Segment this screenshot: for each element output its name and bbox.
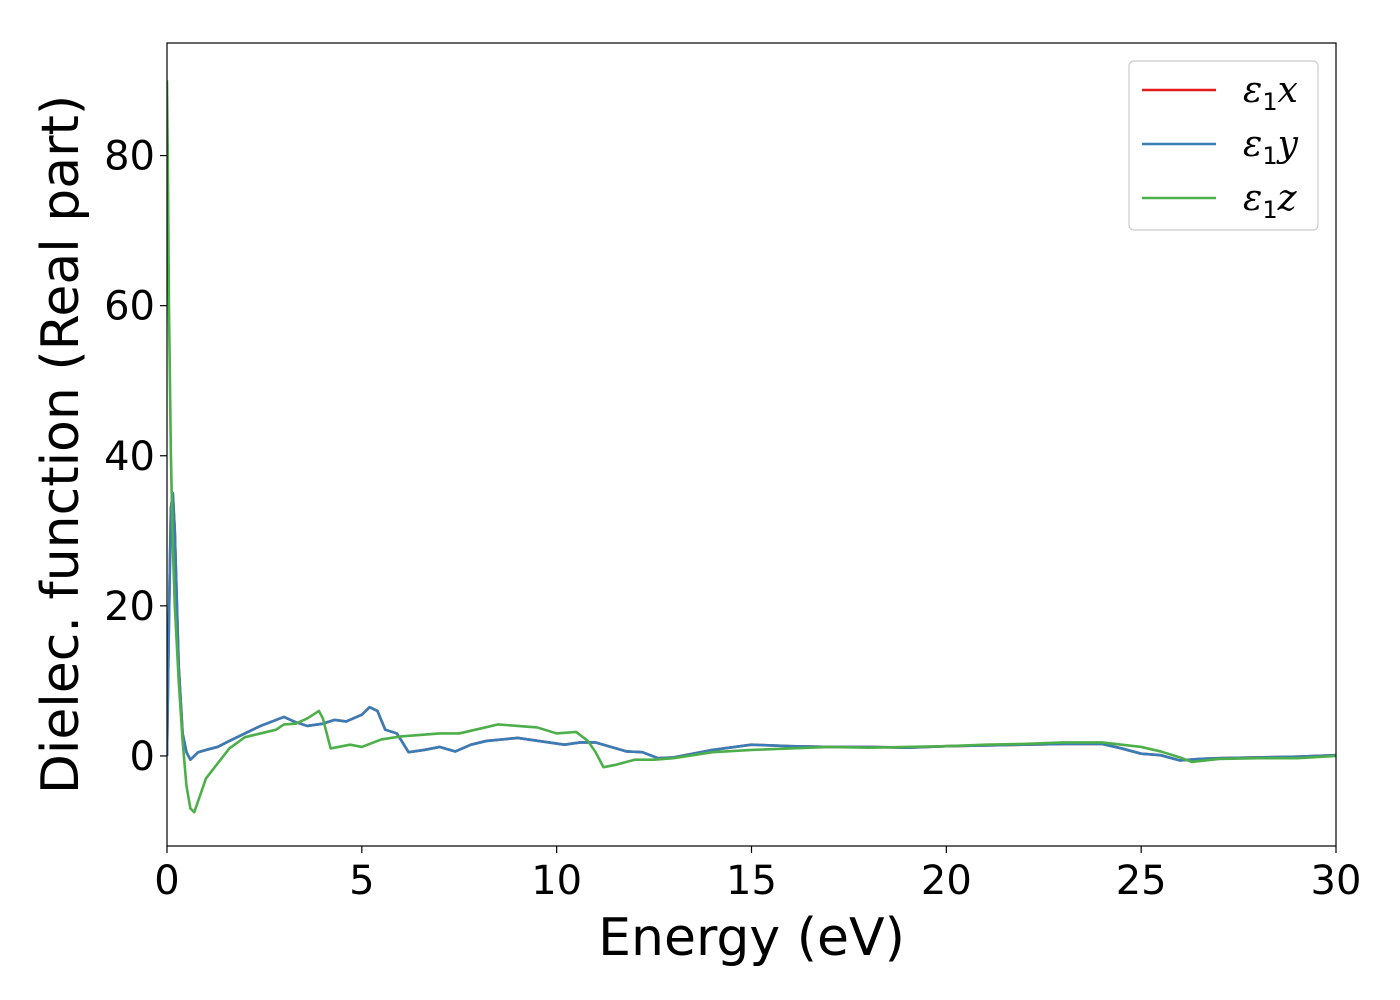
x-tick-label: 25 (1116, 858, 1167, 904)
x-tick-label: 20 (921, 858, 972, 904)
series-line-2 (167, 491, 1336, 762)
legend: ε1x ε1y ε1z (1128, 60, 1319, 231)
legend-label-1: ε1x (1243, 70, 1298, 116)
y-tick-label: 40 (104, 434, 155, 480)
y-axis-label: Dielec. function (Real part) (31, 95, 91, 794)
x-tick-label: 15 (726, 858, 777, 904)
x-tick-label: 5 (349, 858, 374, 904)
x-axis-label: Energy (eV) (598, 908, 905, 968)
legend-label-3: ε1z (1243, 178, 1298, 224)
series-line-3 (167, 80, 1336, 814)
legend-box (1128, 60, 1319, 231)
y-tick-label: 0 (130, 734, 155, 780)
y-tick-label: 80 (104, 134, 155, 180)
legend-label-2: ε1y (1243, 124, 1299, 170)
x-axis-ticks: 0 5 10 15 20 25 30 (154, 846, 1361, 904)
x-tick-label: 10 (531, 858, 582, 904)
x-tick-label: 30 (1311, 858, 1362, 904)
x-tick-label: 0 (154, 858, 179, 904)
y-tick-label: 20 (104, 584, 155, 630)
y-tick-label: 60 (104, 284, 155, 330)
y-axis-ticks: 0 20 40 60 80 (104, 134, 167, 780)
series-layer (167, 80, 1336, 814)
